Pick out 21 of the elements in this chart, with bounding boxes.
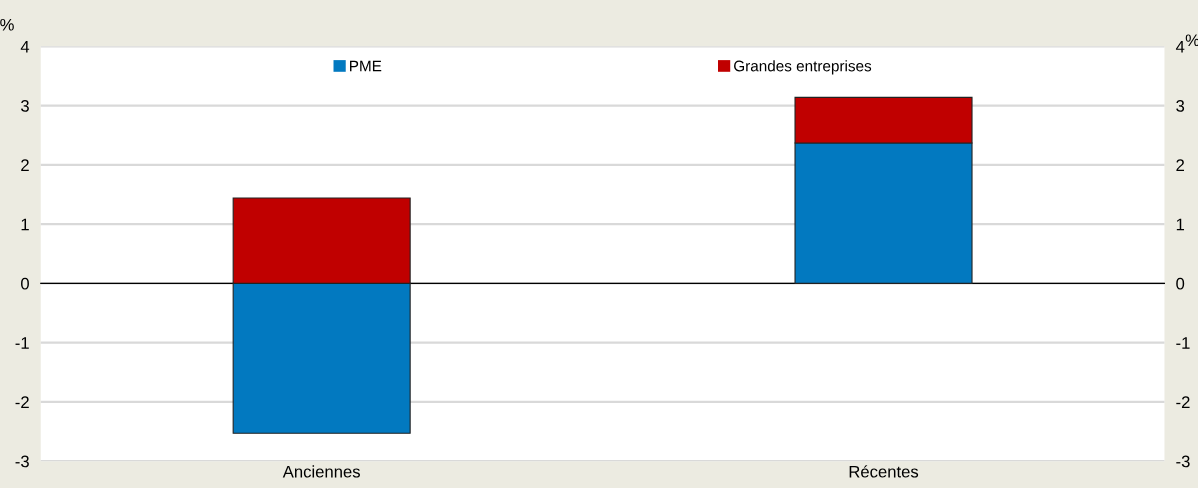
y-tick-label: -3: [15, 455, 29, 468]
y2-tick-label: 1: [1176, 218, 1185, 231]
y-tick-label: 2: [21, 159, 29, 171]
y2-tick-label: -3: [1176, 455, 1190, 468]
y-tick-label: -2: [15, 396, 29, 408]
y2-tick-label: -2: [1176, 396, 1190, 408]
y-tick-label: -1: [15, 337, 29, 349]
y-axis-title: %: [0, 18, 14, 31]
y2-tick-label: 2: [1176, 159, 1184, 171]
y2-tick-label: -1: [1176, 337, 1190, 349]
y2-tick-label: 3: [1176, 100, 1185, 112]
legend-label: Grandes entreprises: [734, 60, 872, 75]
y-tick-label: 4: [20, 40, 30, 53]
y2-tick-label: 0: [1176, 277, 1185, 290]
x-tick-label: Récentes: [849, 465, 919, 478]
y-tick-label: 1: [21, 218, 29, 231]
y-tick-label: 0: [21, 277, 29, 290]
y2-tick-label: 4: [1175, 40, 1185, 53]
legend-label: PME: [350, 60, 382, 72]
x-tick-label: Anciennes: [282, 465, 360, 478]
y-tick-label: 3: [20, 100, 29, 112]
